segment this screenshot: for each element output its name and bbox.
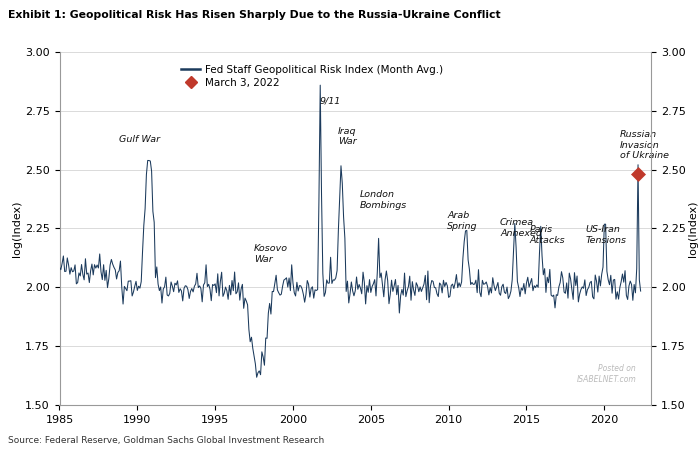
Text: Gulf War: Gulf War	[118, 135, 160, 144]
Text: Paris
Attacks: Paris Attacks	[530, 225, 565, 245]
Legend: Fed Staff Geopolitical Risk Index (Month Avg.), March 3, 2022: Fed Staff Geopolitical Risk Index (Month…	[177, 60, 447, 92]
Text: Crimea
Annexed: Crimea Annexed	[500, 218, 542, 238]
Text: 9/11: 9/11	[319, 97, 341, 106]
Text: Kosovo
War: Kosovo War	[254, 244, 288, 264]
Text: Iraq
War: Iraq War	[338, 126, 357, 146]
Y-axis label: log(Index): log(Index)	[12, 200, 22, 256]
Text: Posted on
ISABELNET.com: Posted on ISABELNET.com	[577, 364, 636, 384]
Y-axis label: log(Index): log(Index)	[688, 200, 699, 256]
Text: London
Bombings: London Bombings	[360, 190, 407, 210]
Text: Russian
Invasion
of Ukraine: Russian Invasion of Ukraine	[620, 130, 669, 160]
Text: Exhibit 1: Geopolitical Risk Has Risen Sharply Due to the Russia-Ukraine Conflic: Exhibit 1: Geopolitical Risk Has Risen S…	[8, 10, 501, 20]
Text: US-Iran
Tensions: US-Iran Tensions	[586, 225, 626, 245]
Text: Arab
Spring: Arab Spring	[447, 212, 477, 231]
Text: Source: Federal Reserve, Goldman Sachs Global Investment Research: Source: Federal Reserve, Goldman Sachs G…	[8, 436, 325, 445]
